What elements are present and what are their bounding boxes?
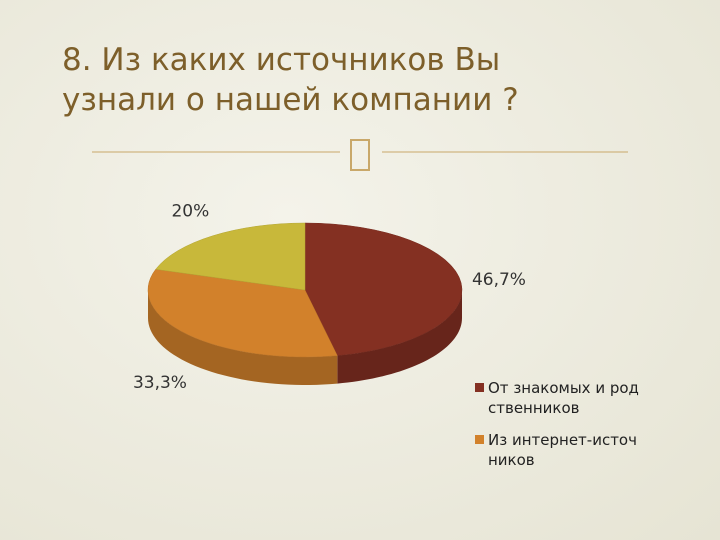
data-label: 33,3% — [133, 373, 187, 393]
pie-side — [337, 290, 462, 384]
pie-slice — [304, 222, 463, 356]
pie-slice — [155, 222, 306, 291]
legend-label: Из интернет-источников — [488, 431, 637, 469]
legend-swatch — [475, 435, 484, 444]
pie-slice — [147, 269, 338, 358]
legend-item: Из интернет-источников — [475, 430, 645, 470]
legend-item: От знакомых и родственников — [475, 378, 645, 418]
data-label: 20% — [171, 202, 209, 222]
data-label: 46,7% — [472, 270, 526, 290]
slide-title: 8. Из каких источников Вы узнали о нашей… — [62, 42, 519, 118]
legend: От знакомых и родственников Из интернет-и… — [475, 378, 645, 482]
divider-icon — [350, 139, 370, 171]
pie-side — [148, 290, 338, 385]
legend-label: От знакомых и родственников — [488, 379, 639, 417]
legend-swatch — [475, 383, 484, 392]
